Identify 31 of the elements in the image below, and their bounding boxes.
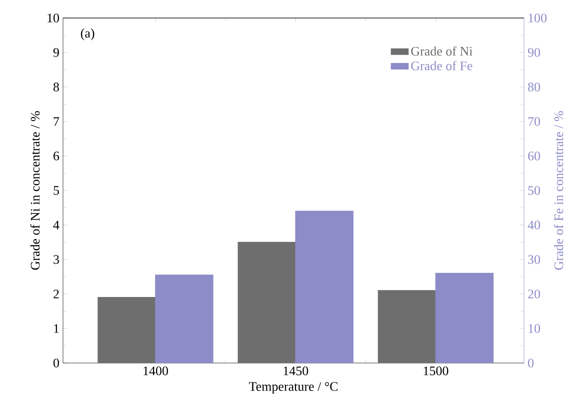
y-tick-label: 5 <box>54 186 59 195</box>
y-tick-label: 9 <box>53 48 59 57</box>
y2-tick-label: 100 <box>528 14 547 22</box>
y-tick-label: 1 <box>54 324 59 333</box>
annotation: (a) <box>80 28 94 40</box>
y2-tick-label: 70 <box>528 117 540 126</box>
y-tick-label: 3 <box>54 255 59 264</box>
y2-tick-label: 20 <box>528 290 540 298</box>
y-tick-label: 2 <box>54 290 59 298</box>
y-tick-label: 0 <box>53 358 59 368</box>
y-tick-label: 7 <box>54 117 60 126</box>
y-tick-label: 8 <box>53 82 59 92</box>
y-tick-label: 6 <box>54 152 60 160</box>
x-axis-title: Temperature / °C <box>249 382 338 394</box>
x-tick-label: 1500 <box>424 366 448 376</box>
y2-tick-label: 80 <box>528 82 540 92</box>
legend-label: Grade of Fe <box>411 60 472 70</box>
y-tick-label: 4 <box>53 220 60 230</box>
y2-tick-label: 50 <box>528 186 540 195</box>
x-tick-label: 1450 <box>284 366 308 376</box>
y2-tick-label: 10 <box>528 324 540 333</box>
y-tick-label: 10 <box>48 14 59 22</box>
x-tick-label: 1400 <box>144 366 168 376</box>
y2-tick-label: 30 <box>528 255 540 264</box>
y2-axis-title: Grade of Fe in concentrate / % <box>554 111 564 270</box>
legend-label: Grade of Ni <box>411 46 472 56</box>
y2-tick-label: 40 <box>528 220 540 230</box>
y2-tick-label: 60 <box>528 152 540 160</box>
y-axis-title: Grade of Ni in concentrate / % <box>30 111 40 270</box>
y2-tick-label: 90 <box>528 48 540 57</box>
y2-tick-label: 0 <box>528 358 534 368</box>
